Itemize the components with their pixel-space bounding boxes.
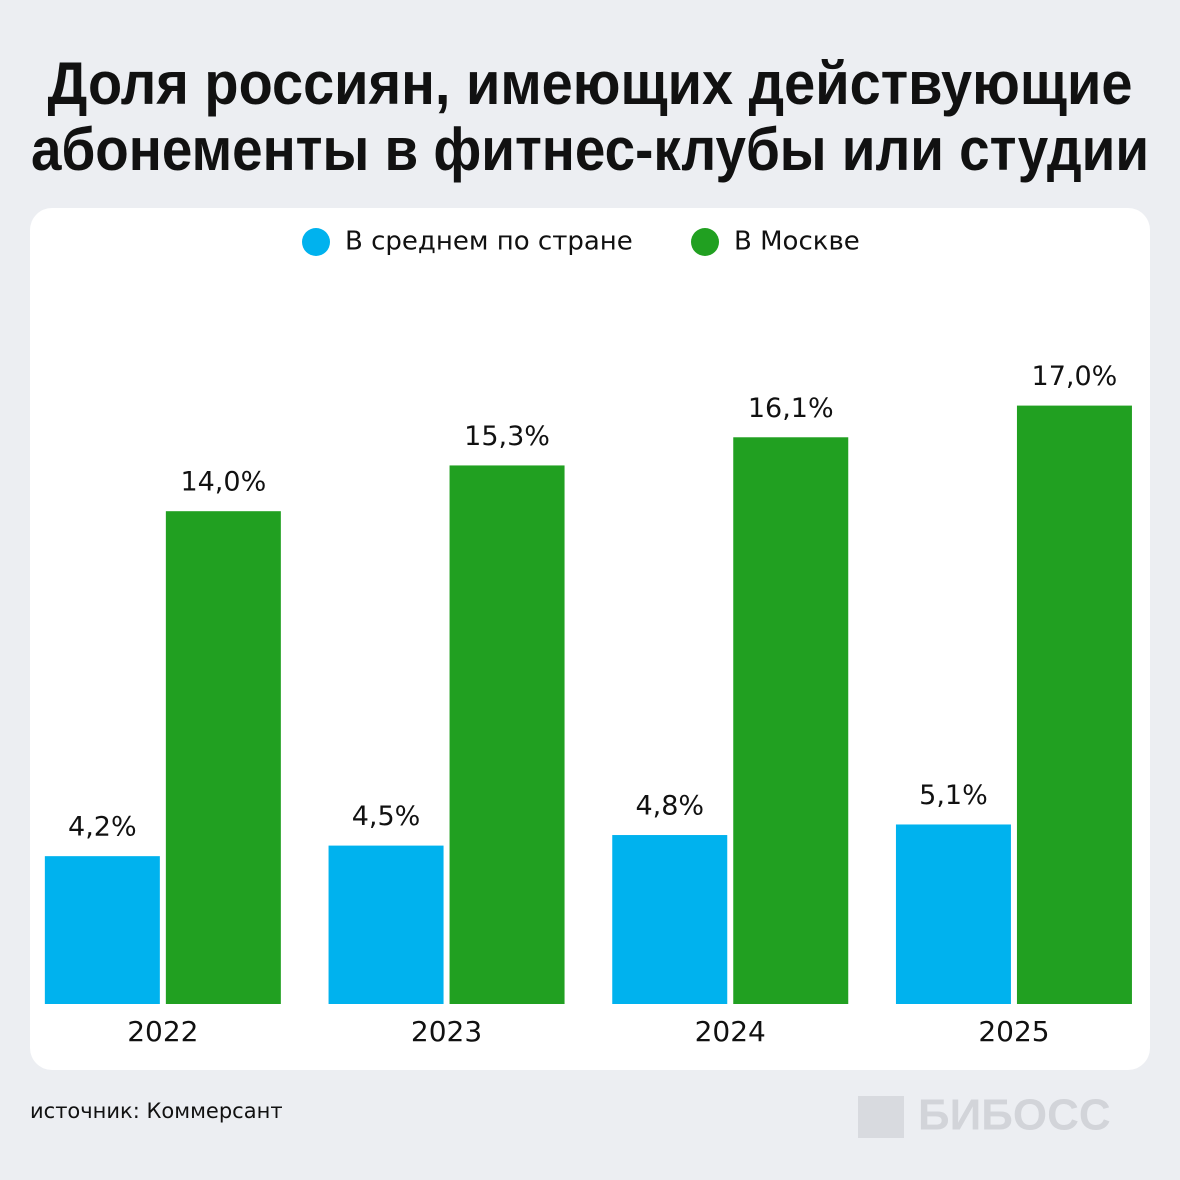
bar [449, 465, 565, 1004]
value-label: 5,1% [919, 780, 988, 811]
value-label: 15,3% [464, 421, 550, 452]
bar [612, 835, 728, 1004]
logo-mark [858, 1096, 904, 1138]
legend-swatch [691, 228, 719, 256]
x-tick-label: 2023 [411, 1015, 482, 1048]
logo: БИБОСС [918, 1091, 1111, 1140]
chart-title: абонементы в фитнес-клубы или студии [31, 116, 1149, 183]
chart-title: Доля россиян, имеющих действующие [48, 50, 1133, 117]
value-label: 4,5% [352, 801, 421, 832]
bar [165, 511, 281, 1004]
x-tick-label: 2024 [695, 1015, 766, 1048]
legend-label: В Москве [734, 227, 860, 257]
chart-card [30, 208, 1150, 1070]
x-tick-label: 2022 [127, 1015, 198, 1048]
legend-swatch [302, 228, 330, 256]
value-label: 14,0% [180, 467, 266, 498]
value-label: 4,8% [635, 791, 704, 822]
bar [1016, 405, 1132, 1005]
x-tick-label: 2025 [978, 1015, 1049, 1048]
value-label: 4,2% [68, 812, 137, 843]
value-label: 17,0% [1032, 361, 1118, 392]
bar [44, 856, 160, 1004]
value-label: 16,1% [748, 393, 834, 424]
bar [328, 845, 444, 1004]
bar [895, 824, 1011, 1004]
legend-label: В среднем по стране [345, 227, 633, 257]
source: источник: Коммерсант [30, 1099, 283, 1123]
bar [733, 437, 849, 1004]
